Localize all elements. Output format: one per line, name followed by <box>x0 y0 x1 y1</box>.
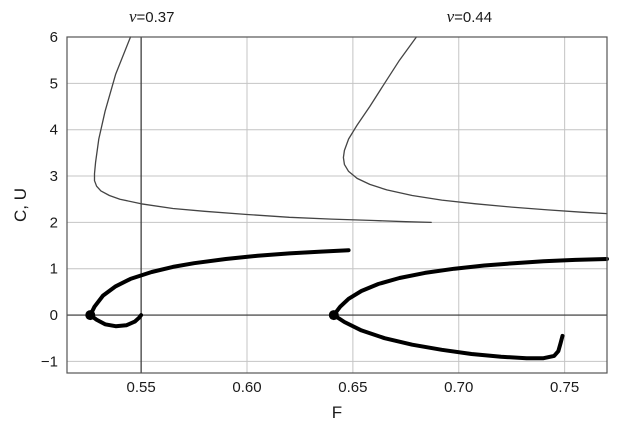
annotation-nu-0-44: ν=0.44 <box>447 7 493 26</box>
x-tick-label-1: 0.60 <box>232 379 261 396</box>
series-group <box>88 36 609 361</box>
y-tick-label-1: 0 <box>50 307 58 324</box>
series-line-2 <box>88 313 144 329</box>
y-tick-label-3: 2 <box>50 214 58 231</box>
series-line-0 <box>93 36 432 224</box>
x-axis-label: F <box>332 403 342 422</box>
y-axis-label: C, U <box>11 188 30 222</box>
x-tick-label-4: 0.75 <box>550 379 579 396</box>
plot-frame <box>66 36 608 374</box>
y-tick-label-4: 3 <box>50 168 58 185</box>
annotation-nu-0-37: ν=0.37 <box>129 7 175 26</box>
marker-group <box>85 310 339 321</box>
y-tick-label-0: −1 <box>41 353 58 370</box>
x-tick-labels: 0.55 0.60 0.65 0.70 0.75 <box>127 379 580 396</box>
y-tick-label-6: 5 <box>50 75 58 92</box>
annotations: ν=0.37 ν=0.44 <box>129 7 492 26</box>
series-line-5 <box>331 313 565 361</box>
x-tick-label-3: 0.70 <box>444 379 473 396</box>
x-tick-label-2: 0.65 <box>338 379 367 396</box>
x-tick-label-0: 0.55 <box>127 379 156 396</box>
series-line-1 <box>88 248 351 318</box>
y-tick-label-5: 4 <box>50 122 58 139</box>
y-tick-label-2: 1 <box>50 261 58 278</box>
y-tick-labels: −1 0 1 2 3 4 5 6 <box>41 29 58 370</box>
marker-0 <box>85 310 96 321</box>
series-line-4 <box>331 257 609 318</box>
y-tick-label-7: 6 <box>50 29 58 46</box>
series-line-3 <box>342 36 608 215</box>
marker-1 <box>328 310 339 321</box>
